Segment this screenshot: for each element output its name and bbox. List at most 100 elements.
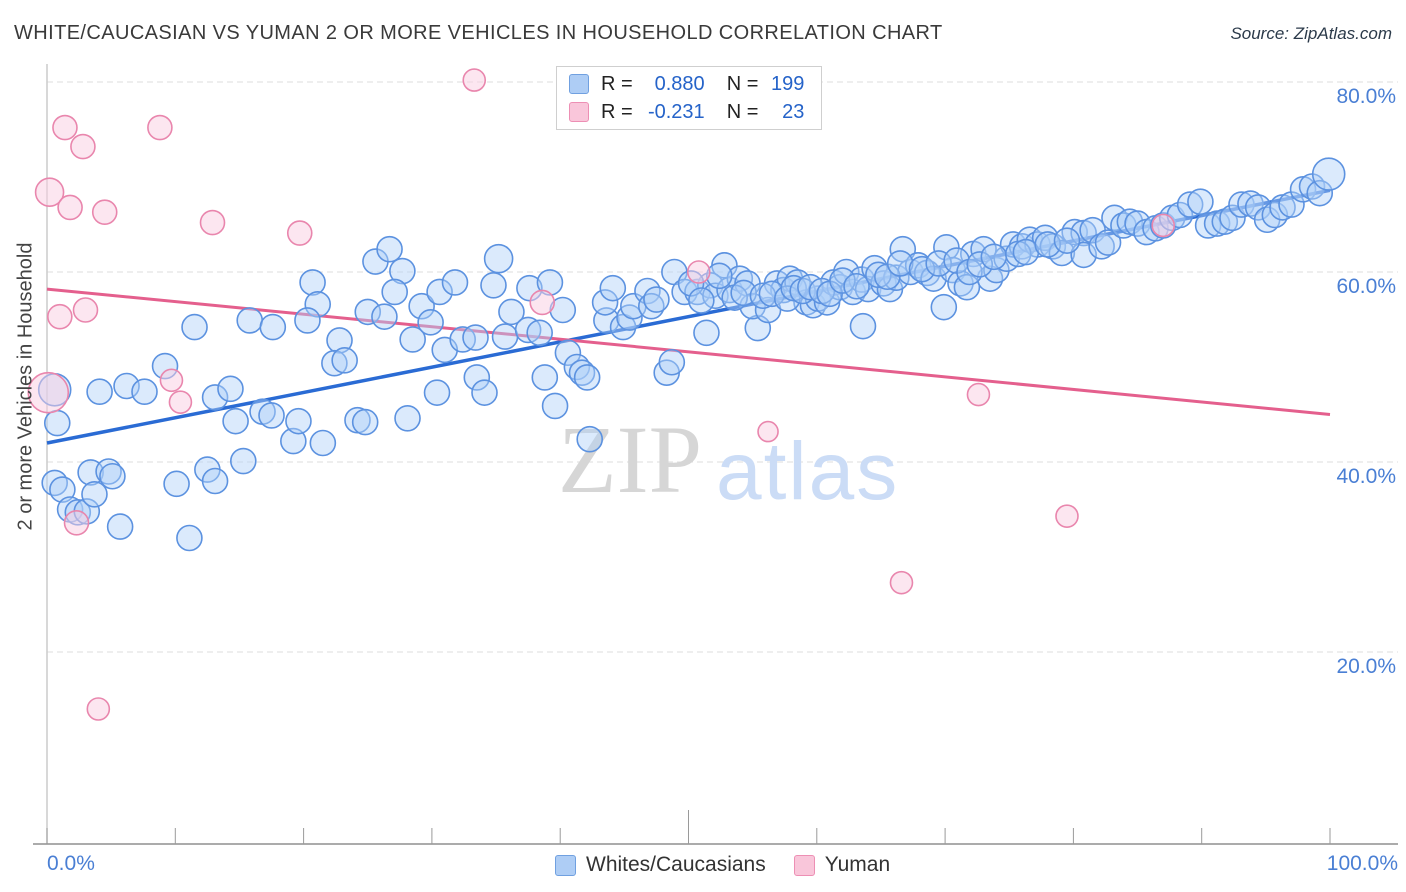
- data-point-blue: [304, 290, 332, 318]
- data-point-blue: [86, 378, 113, 406]
- data-point-blue: [843, 272, 870, 300]
- data-point-blue: [483, 243, 514, 274]
- data-point-blue: [389, 257, 416, 285]
- data-series-layer: [27, 68, 1346, 721]
- data-point-pink: [1055, 504, 1079, 528]
- data-point-blue: [1228, 191, 1255, 218]
- data-point-pink: [147, 114, 173, 141]
- data-point-blue: [1187, 188, 1214, 215]
- data-point-pink: [63, 509, 90, 536]
- data-point-blue: [498, 298, 525, 326]
- data-point-pink: [91, 199, 118, 225]
- x-axis-max-label: 100.0%: [1326, 852, 1398, 875]
- legend-label-whites: Whites/Caucasians: [586, 853, 766, 876]
- y-axis-label: 2 or more Vehicles in Household: [14, 242, 37, 531]
- data-point-blue: [462, 324, 489, 351]
- n-value-yuman: 23: [782, 100, 805, 123]
- data-point-blue: [576, 425, 604, 453]
- data-point-blue: [829, 267, 856, 294]
- blue-series-swatch: [555, 854, 576, 876]
- data-point-blue: [693, 319, 720, 347]
- data-point-pink: [462, 68, 487, 92]
- data-point-blue: [217, 375, 244, 403]
- x-axis-min-label: 0.0%: [47, 852, 95, 875]
- data-point-pink: [72, 297, 99, 323]
- data-point-blue: [983, 256, 1010, 284]
- data-point-pink: [47, 303, 73, 330]
- data-point-pink: [686, 260, 711, 284]
- data-point-blue: [568, 359, 596, 387]
- data-point-blue: [1237, 190, 1264, 217]
- data-point-blue: [99, 462, 126, 490]
- data-point-blue: [176, 524, 203, 552]
- data-point-blue: [1311, 157, 1346, 191]
- r-value-yuman: -0.231: [647, 100, 705, 123]
- series-legend: Whites/Caucasians Yuman: [555, 853, 918, 877]
- y-tick-label-20: 20.0%: [1336, 655, 1396, 678]
- n-value-whites: 199: [771, 72, 805, 95]
- data-point-blue: [980, 243, 1008, 271]
- data-point-blue: [471, 379, 498, 406]
- data-point-blue: [1194, 212, 1222, 239]
- data-point-blue: [331, 347, 358, 374]
- data-point-blue: [480, 271, 507, 299]
- data-point-blue: [381, 278, 408, 306]
- y-axis-tick-labels: 80.0% 60.0% 40.0% 20.0%: [1336, 85, 1396, 678]
- legend-row-whites: R = 0.880 N = 199: [569, 73, 809, 96]
- data-point-blue: [81, 480, 108, 508]
- data-point-blue: [229, 447, 257, 475]
- data-point-blue: [309, 429, 337, 457]
- data-point-blue: [1306, 179, 1334, 207]
- data-point-blue: [259, 313, 287, 341]
- data-point-blue: [408, 292, 435, 320]
- data-point-pink: [529, 289, 556, 316]
- data-point-blue: [299, 269, 326, 296]
- r-label: R =: [601, 100, 633, 123]
- data-point-pink: [966, 382, 991, 407]
- data-point-blue: [531, 364, 559, 391]
- data-point-blue: [658, 348, 686, 376]
- data-point-blue: [526, 319, 553, 347]
- data-point-blue: [423, 379, 451, 406]
- blue-series-swatch: [569, 74, 589, 94]
- data-point-pink: [70, 133, 96, 160]
- data-point-blue: [930, 293, 958, 321]
- data-point-blue: [1211, 208, 1239, 235]
- data-point-blue: [201, 384, 229, 411]
- data-point-blue: [417, 309, 444, 336]
- y-tick-label-60: 60.0%: [1336, 275, 1396, 298]
- data-point-pink: [757, 420, 779, 443]
- pink-series-swatch: [569, 102, 589, 122]
- data-point-blue: [789, 277, 816, 305]
- data-point-blue: [1176, 191, 1204, 218]
- watermark-atlas: atlas: [716, 426, 899, 517]
- data-point-blue: [491, 323, 519, 350]
- data-point-blue: [354, 298, 382, 326]
- data-point-blue: [294, 307, 321, 334]
- data-point-blue: [1094, 229, 1122, 256]
- data-point-blue: [599, 274, 627, 302]
- data-point-blue: [591, 289, 619, 316]
- data-point-blue: [394, 404, 421, 432]
- data-point-blue: [106, 513, 134, 540]
- data-point-pink: [86, 697, 111, 721]
- data-point-blue: [886, 250, 914, 277]
- legend-row-yuman: R = -0.231 N = 23: [569, 101, 809, 124]
- data-point-blue: [730, 279, 757, 307]
- data-point-blue: [849, 312, 877, 340]
- y-tick-label-40: 40.0%: [1336, 465, 1396, 488]
- page-title: WHITE/CAUCASIAN VS YUMAN 2 OR MORE VEHIC…: [14, 22, 943, 44]
- legend-label-yuman: Yuman: [824, 853, 891, 876]
- data-point-blue: [371, 303, 398, 330]
- data-point-blue: [554, 339, 582, 367]
- pink-series-swatch: [793, 854, 815, 876]
- data-point-blue: [688, 287, 715, 314]
- data-point-blue: [376, 235, 403, 263]
- data-point-blue: [399, 326, 426, 353]
- data-point-blue: [463, 364, 491, 391]
- data-point-blue: [908, 255, 936, 283]
- data-point-pink: [34, 177, 65, 207]
- data-point-blue: [236, 307, 264, 334]
- correlation-legend-box: R = 0.880 N = 199 R = -0.231 N = 23: [556, 66, 822, 130]
